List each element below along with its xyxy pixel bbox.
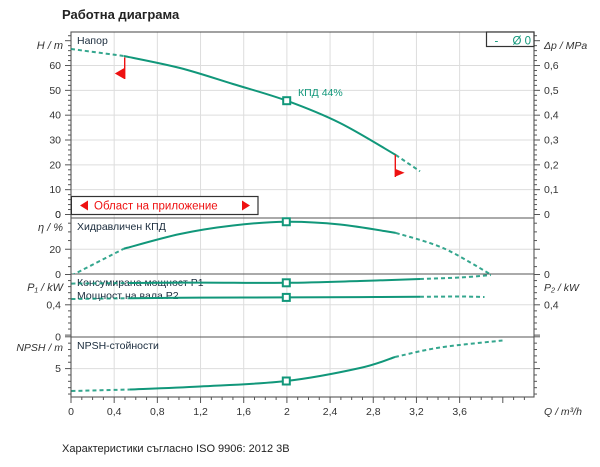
- svg-text:Област на приложение: Област на приложение: [94, 201, 218, 213]
- svg-text:0,2: 0,2: [544, 159, 559, 171]
- svg-text:P₁ / kW: P₁ / kW: [27, 282, 64, 294]
- svg-text:30: 30: [49, 135, 61, 147]
- svg-text:0: 0: [55, 209, 61, 221]
- svg-text:NPSH-стойности: NPSH-стойности: [77, 340, 159, 352]
- svg-text:3,2: 3,2: [409, 406, 424, 418]
- svg-text:-: -: [495, 36, 499, 48]
- svg-text:20: 20: [49, 159, 61, 171]
- svg-text:10: 10: [49, 184, 61, 196]
- svg-text:0: 0: [55, 269, 61, 281]
- svg-text:0,4: 0,4: [544, 299, 559, 311]
- svg-text:Δp / MPa: Δp / MPa: [543, 40, 587, 52]
- svg-text:Q / m³/h: Q / m³/h: [544, 406, 582, 418]
- svg-text:0: 0: [544, 209, 550, 221]
- svg-text:1,6: 1,6: [236, 406, 251, 418]
- svg-text:NPSH / m: NPSH / m: [16, 342, 63, 354]
- svg-text:2,8: 2,8: [366, 406, 381, 418]
- svg-text:0,6: 0,6: [544, 60, 559, 72]
- svg-text:0,1: 0,1: [544, 184, 559, 196]
- svg-text:0,4: 0,4: [544, 110, 559, 122]
- svg-text:60: 60: [49, 60, 61, 72]
- svg-text:1,2: 1,2: [193, 406, 208, 418]
- svg-text:Характеристики съгласно ISO 99: Характеристики съгласно ISO 9906: 2012 3…: [62, 443, 290, 455]
- svg-text:0: 0: [544, 269, 550, 281]
- svg-text:Работна диаграма: Работна диаграма: [62, 7, 180, 22]
- svg-text:Напор: Напор: [77, 35, 108, 47]
- svg-text:0,4: 0,4: [46, 299, 61, 311]
- svg-text:H / m: H / m: [37, 40, 63, 52]
- svg-text:0: 0: [68, 406, 74, 418]
- svg-text:2,4: 2,4: [323, 406, 338, 418]
- svg-text:0,8: 0,8: [150, 406, 165, 418]
- svg-text:0,5: 0,5: [544, 85, 559, 97]
- svg-text:P₂ / kW: P₂ / kW: [544, 282, 580, 294]
- svg-text:Хидравличен КПД: Хидравличен КПД: [77, 221, 166, 233]
- svg-text:20: 20: [49, 244, 61, 256]
- svg-text:0,3: 0,3: [544, 135, 559, 147]
- svg-text:5: 5: [55, 363, 61, 375]
- svg-text:3,6: 3,6: [452, 406, 467, 418]
- svg-text:Ø 0: Ø 0: [513, 36, 532, 48]
- svg-text:Мощност на вала P2: Мощност на вала P2: [77, 290, 179, 302]
- svg-text:0,4: 0,4: [107, 406, 122, 418]
- svg-text:40: 40: [49, 110, 61, 122]
- svg-text:50: 50: [49, 85, 61, 97]
- svg-text:КПД 44%: КПД 44%: [298, 87, 343, 99]
- svg-text:2: 2: [284, 406, 290, 418]
- svg-text:η / %: η / %: [38, 222, 63, 234]
